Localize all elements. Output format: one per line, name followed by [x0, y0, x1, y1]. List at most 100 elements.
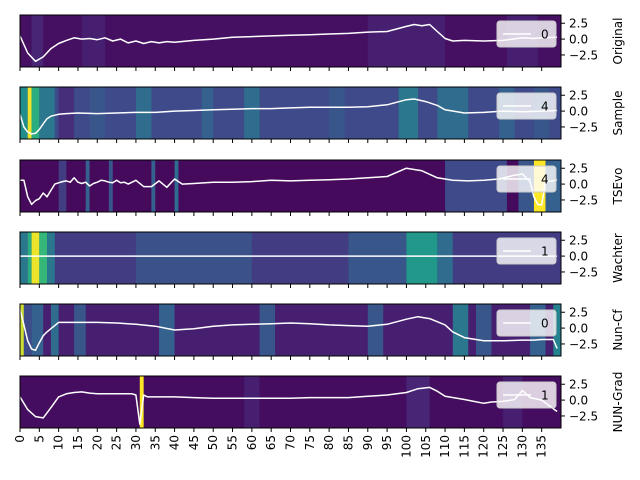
- series-line: [20, 308, 558, 352]
- x-tick-label: 50: [206, 435, 220, 450]
- x-tick-label: 5: [32, 435, 46, 443]
- heat-band: [329, 87, 345, 139]
- heat-band: [452, 304, 469, 356]
- heat-band: [74, 304, 86, 356]
- heatmap-strip: [20, 304, 561, 356]
- heat-band: [553, 304, 561, 356]
- heat-band: [27, 232, 32, 284]
- heat-band: [31, 232, 40, 284]
- heat-band: [81, 15, 106, 67]
- heat-band: [20, 304, 561, 356]
- y-tick-label: 0.0: [569, 105, 588, 119]
- legend: 1: [496, 381, 557, 409]
- y-tick-label: 0.0: [569, 33, 588, 47]
- x-tick-label: 10: [52, 435, 66, 450]
- heat-band: [20, 376, 561, 428]
- legend-label: 4: [541, 100, 549, 114]
- heat-band: [367, 15, 446, 67]
- legend: 1: [496, 237, 557, 265]
- series-line: [20, 167, 558, 206]
- series-line: [20, 23, 558, 63]
- y-tick-label: −2.5: [569, 409, 598, 423]
- heat-band: [201, 87, 214, 139]
- y-tick-label: 0.0: [569, 394, 588, 408]
- heat-band: [31, 87, 40, 139]
- panel-3: 2.5 0.0−2.5 Wachter 1: [19, 231, 625, 288]
- heat-band: [20, 87, 28, 139]
- heat-band: [139, 376, 144, 428]
- heat-band: [58, 160, 67, 212]
- legend-label: 4: [541, 173, 549, 187]
- heat-band: [31, 304, 44, 356]
- legend-label: 1: [541, 245, 549, 259]
- heat-band: [108, 160, 113, 212]
- panel-2: 2.5 0.0−2.5 TSEvo 4: [19, 159, 625, 216]
- x-tick-label: 120: [477, 435, 491, 458]
- panel-1: 2.5 0.0−2.5 Sample 4: [19, 86, 625, 143]
- heat-band: [367, 304, 384, 356]
- x-tick-label: 105: [419, 435, 433, 458]
- heat-band: [20, 232, 561, 284]
- heat-band: [20, 304, 24, 356]
- x-tick-label: 55: [226, 435, 240, 450]
- y-tick-label: −2.5: [569, 193, 598, 207]
- y-tick-label: −2.5: [569, 265, 598, 279]
- row-label: Sample: [611, 91, 625, 136]
- y-tick-label: 2.5: [569, 17, 588, 31]
- heat-band: [244, 87, 260, 139]
- y-tick-label: 2.5: [569, 378, 588, 392]
- y-tick-label: 0.0: [569, 322, 588, 336]
- x-tick-label: 80: [322, 435, 336, 450]
- legend: 4: [496, 165, 557, 193]
- x-tick-label: 45: [187, 435, 201, 450]
- legend: 0: [496, 20, 557, 48]
- heatmap-strip: [20, 232, 561, 284]
- panel-5: 2.5 0.0−2.5 NUN-Grad 1: [19, 372, 625, 433]
- y-tick-label: 2.5: [569, 234, 588, 248]
- x-tick-label: 0: [13, 435, 27, 443]
- x-tick-label: 95: [380, 435, 394, 450]
- x-tick-label: 70: [284, 435, 298, 450]
- heat-band: [406, 376, 430, 428]
- series-line: [20, 98, 558, 135]
- row-label: Original: [611, 18, 625, 65]
- legend-label: 1: [541, 389, 549, 403]
- heat-band: [259, 304, 276, 356]
- legend-label: 0: [541, 317, 549, 331]
- legend: 4: [496, 92, 557, 120]
- heat-band: [135, 232, 252, 284]
- x-tick-label: 35: [148, 435, 162, 450]
- heat-band: [50, 304, 59, 356]
- panel-0: 2.5 0.0−2.5 Original 0: [19, 14, 625, 71]
- heat-band: [39, 87, 55, 139]
- heat-band: [23, 304, 32, 356]
- y-tick-label: −2.5: [569, 48, 598, 62]
- row-label: TSEvo: [611, 168, 625, 206]
- x-tick-label: 25: [110, 435, 124, 450]
- heat-band: [398, 87, 419, 139]
- x-tick-label: 15: [71, 435, 85, 450]
- x-tick-label: 20: [90, 435, 104, 450]
- heat-band: [244, 376, 260, 428]
- heat-band: [159, 304, 175, 356]
- heatmap-strip: [20, 160, 561, 212]
- x-tick-label: 100: [399, 435, 413, 458]
- heat-band: [475, 304, 492, 356]
- x-tick-label: 90: [361, 435, 375, 450]
- row-label: NUN-Grad: [611, 372, 625, 433]
- x-tick-label: 125: [496, 435, 510, 458]
- y-tick-label: 2.5: [569, 162, 588, 176]
- legend-label: 0: [541, 28, 549, 42]
- x-tick-label: 115: [457, 435, 471, 458]
- x-tick-label: 130: [515, 435, 529, 458]
- heat-band: [174, 160, 179, 212]
- x-axis-tick-labels: 0 5 10 15 20 25 30 35 40 45 50 55 60 65 70 75 80 85 90 95 10…: [13, 435, 549, 458]
- y-tick-label: 0.0: [569, 250, 588, 264]
- x-tick-label: 85: [341, 435, 355, 450]
- y-tick-label: −2.5: [569, 337, 598, 351]
- heat-band: [20, 232, 28, 284]
- y-tick-label: 0.0: [569, 178, 588, 192]
- row-label: Nun-Cf: [611, 309, 625, 351]
